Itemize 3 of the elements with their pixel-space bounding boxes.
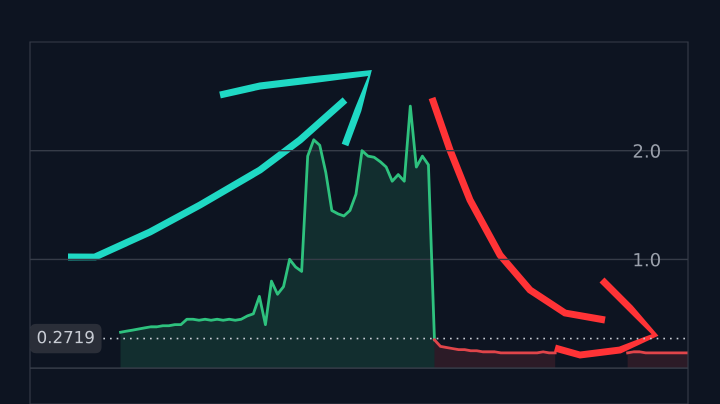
y-tick-label: 1.0: [634, 252, 660, 267]
y-tick-label: 2.0: [634, 144, 660, 158]
ref-line-label: 0.2719: [38, 330, 94, 344]
